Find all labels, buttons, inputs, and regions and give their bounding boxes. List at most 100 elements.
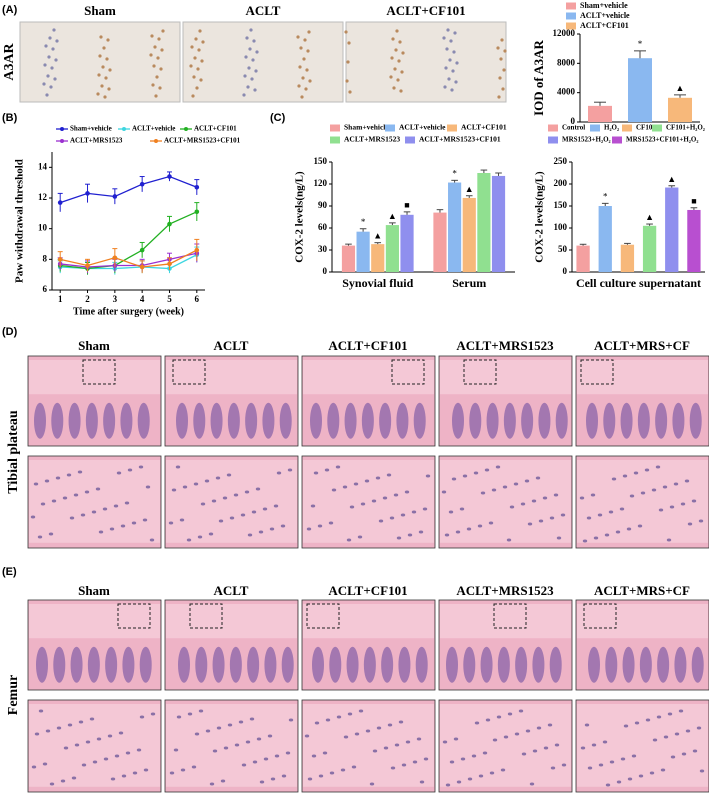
significance-marker: ▲ bbox=[465, 184, 474, 194]
cell bbox=[160, 48, 164, 52]
marrow bbox=[691, 646, 704, 683]
y-tick-label: 200 bbox=[554, 178, 568, 188]
chondrocyte bbox=[620, 757, 626, 761]
chondrocyte bbox=[40, 502, 46, 506]
marrow bbox=[515, 646, 528, 683]
cell bbox=[190, 45, 194, 49]
legend-swatch bbox=[330, 136, 340, 144]
chondrocyte bbox=[314, 721, 320, 725]
chondrocyte bbox=[33, 482, 39, 486]
cell bbox=[445, 47, 449, 51]
chondrocyte bbox=[627, 777, 633, 781]
significance-marker: ▲ bbox=[645, 212, 654, 222]
chondrocyte bbox=[335, 465, 341, 469]
cell bbox=[44, 44, 48, 48]
legend-swatch bbox=[330, 124, 340, 132]
chondrocyte bbox=[176, 715, 182, 719]
y-axis-label: COX-2 levels(ng/L) bbox=[534, 171, 546, 263]
y-tick-label: 8 bbox=[43, 253, 48, 263]
panel-label: (B) bbox=[2, 112, 18, 124]
chondrocyte bbox=[124, 501, 130, 505]
marrow bbox=[538, 402, 551, 439]
cell bbox=[502, 68, 506, 72]
legend-label: ACLT+MRS1523+CF101 bbox=[164, 137, 241, 145]
chondrocyte bbox=[619, 507, 625, 511]
chondrocyte bbox=[247, 533, 253, 537]
inset-box bbox=[189, 603, 223, 629]
chondrocyte bbox=[491, 488, 497, 492]
panel-label: (D) bbox=[2, 326, 18, 338]
chondrocyte bbox=[401, 763, 407, 767]
chondrocyte bbox=[520, 502, 526, 506]
cell bbox=[391, 37, 395, 41]
chondrocyte bbox=[444, 533, 450, 537]
chondrocyte bbox=[466, 527, 472, 531]
marrow bbox=[68, 402, 81, 439]
marrow bbox=[262, 402, 275, 439]
inset-box bbox=[117, 603, 151, 629]
cell bbox=[448, 58, 452, 62]
chondrocyte bbox=[477, 524, 483, 528]
cell bbox=[51, 47, 55, 51]
chondrocyte bbox=[328, 521, 334, 525]
chondrocyte bbox=[191, 765, 197, 769]
legend-swatch bbox=[154, 139, 158, 143]
cell bbox=[149, 53, 153, 57]
cell bbox=[194, 37, 198, 41]
chondrocyte bbox=[211, 499, 217, 503]
bar bbox=[341, 245, 356, 272]
cell bbox=[307, 30, 311, 34]
marrow bbox=[446, 646, 458, 683]
chondrocyte bbox=[633, 471, 639, 475]
legend-label: CF101+H₂O₂ bbox=[666, 124, 705, 132]
inset-box bbox=[463, 359, 497, 385]
chondrocyte bbox=[542, 496, 548, 500]
chondrocyte bbox=[666, 538, 672, 542]
bar bbox=[462, 197, 476, 272]
inset-box bbox=[306, 603, 340, 629]
legend-label: ACLT+MRS1523+CF101 bbox=[419, 135, 501, 144]
marrow bbox=[327, 402, 340, 439]
inset-box bbox=[82, 359, 116, 385]
cell bbox=[156, 56, 160, 60]
chondrocyte bbox=[95, 487, 101, 491]
chondrocyte bbox=[474, 721, 480, 725]
chondrocyte bbox=[386, 473, 392, 477]
chondrocyte bbox=[120, 524, 126, 528]
cell bbox=[96, 92, 100, 96]
cell bbox=[451, 69, 455, 73]
legend-swatch bbox=[548, 136, 558, 144]
point bbox=[167, 261, 172, 267]
chondrocyte bbox=[416, 737, 422, 741]
chondrocyte bbox=[304, 734, 310, 738]
chondrocyte bbox=[580, 746, 586, 750]
chondrocyte bbox=[503, 735, 509, 739]
chondrocyte bbox=[84, 490, 90, 494]
marrow bbox=[51, 402, 64, 439]
cell bbox=[102, 46, 106, 50]
bar bbox=[477, 173, 491, 272]
chondrocyte bbox=[234, 743, 240, 747]
cell bbox=[401, 51, 405, 55]
inset-box bbox=[391, 359, 425, 385]
cell bbox=[345, 79, 349, 83]
cell bbox=[453, 31, 457, 35]
chondrocyte bbox=[71, 776, 77, 780]
cell bbox=[152, 64, 156, 68]
y-axis-label: COX-2 levels(ng/L) bbox=[294, 171, 306, 263]
chondrocyte bbox=[538, 519, 544, 523]
y-tick-label: 250 bbox=[554, 156, 568, 166]
chondrocyte bbox=[273, 504, 279, 508]
chondrocyte bbox=[73, 493, 79, 497]
cell bbox=[159, 67, 163, 71]
cell bbox=[496, 46, 500, 50]
cell bbox=[396, 78, 400, 82]
chondrocyte bbox=[116, 471, 122, 475]
chondrocyte bbox=[685, 729, 691, 733]
chondrocyte bbox=[527, 522, 533, 526]
chondrocyte bbox=[37, 535, 43, 539]
significance-marker: * bbox=[638, 39, 643, 49]
cell bbox=[50, 66, 54, 70]
marrow bbox=[34, 402, 46, 439]
chondrocyte bbox=[602, 740, 608, 744]
